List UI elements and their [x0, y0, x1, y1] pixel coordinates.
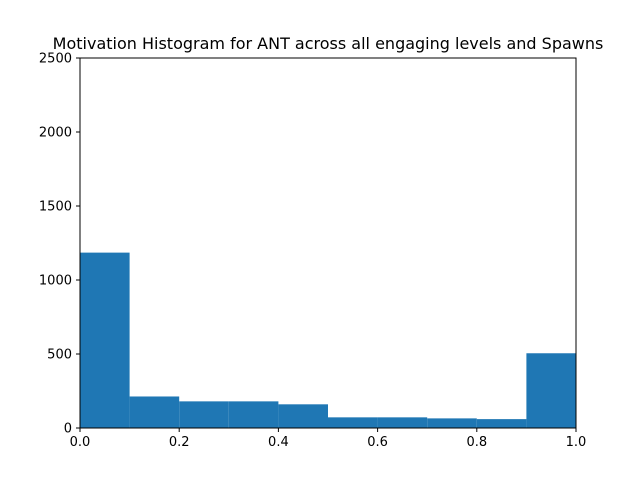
histogram-bar: [80, 252, 130, 428]
histogram-bar: [427, 418, 477, 428]
plot-frame: [79, 57, 577, 429]
y-tick-label: 500: [47, 348, 72, 363]
histogram-bar: [328, 417, 378, 428]
histogram-bar: [129, 396, 180, 428]
x-tick-label: 0.4: [268, 435, 289, 450]
x-axis: 0.0 0.2 0.4 0.6 0.8 1.0: [70, 428, 587, 450]
y-tick-label: 1500: [39, 200, 72, 215]
x-tick-label: 0.6: [367, 435, 388, 450]
y-axis: 0 500 1000 1500 2000 2500: [39, 52, 80, 437]
y-tick-label: 0: [64, 422, 72, 437]
x-tick-label: 0.8: [466, 435, 487, 450]
histogram-bar: [476, 419, 527, 428]
chart-title: Motivation Histogram for ANT across all …: [53, 34, 604, 53]
histogram-bar: [526, 353, 576, 428]
bars-group: [80, 252, 576, 428]
x-tick-label: 0.2: [169, 435, 190, 450]
y-tick-label: 2000: [39, 126, 72, 141]
x-tick-label: 0.0: [70, 435, 91, 450]
y-tick-label: 2500: [39, 52, 72, 67]
histogram-bar: [278, 404, 328, 428]
histogram-bar: [228, 401, 279, 428]
histogram-bar: [179, 401, 229, 428]
histogram-bar: [377, 417, 428, 428]
y-tick-label: 1000: [39, 274, 72, 289]
x-tick-label: 1.0: [566, 435, 587, 450]
